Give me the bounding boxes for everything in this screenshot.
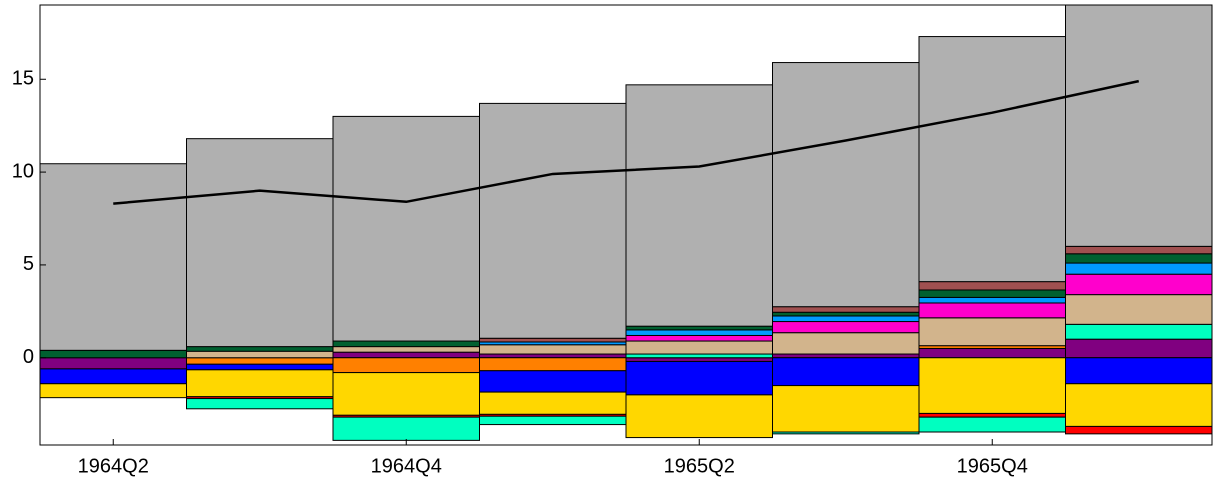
bar-segment xyxy=(772,431,920,435)
bar-segment xyxy=(918,412,1066,418)
bar-segment xyxy=(186,346,334,352)
y-tick-label: 0 xyxy=(23,346,34,368)
x-tick-label: 1965Q2 xyxy=(664,455,735,477)
bar-segment xyxy=(772,306,920,313)
bar-segment xyxy=(772,321,920,334)
bar-segment xyxy=(625,334,773,342)
x-tick-label: 1964Q2 xyxy=(78,455,149,477)
bar-segment xyxy=(1065,245,1213,255)
line xyxy=(113,79,1140,205)
bar-segment xyxy=(186,357,334,365)
bar-segment xyxy=(479,391,627,415)
bar-segment xyxy=(1065,357,1213,385)
bar-segment xyxy=(918,281,1066,291)
x-tick-label: 1964Q4 xyxy=(371,455,442,477)
bar-segment xyxy=(625,325,773,331)
bar-segment xyxy=(918,317,1066,347)
bar-segment xyxy=(479,337,627,343)
bar-segment xyxy=(918,289,1066,298)
bar-segment xyxy=(1065,383,1213,427)
bar-segment xyxy=(1065,338,1213,359)
bar-segment xyxy=(39,368,187,385)
bar-segment xyxy=(1065,294,1213,325)
y-tick-label: 15 xyxy=(12,68,34,90)
bar-segment xyxy=(39,357,187,370)
bar-segment xyxy=(479,370,627,393)
bar-segment xyxy=(625,340,773,355)
bar-segment xyxy=(772,385,920,433)
bar-segment xyxy=(332,416,480,441)
bar-segment xyxy=(918,296,1066,304)
bar-segment xyxy=(625,329,773,336)
bar-segment xyxy=(625,394,773,439)
bar-segment xyxy=(772,311,920,317)
bar-segment xyxy=(479,415,627,426)
bar-segment xyxy=(625,360,773,396)
bar-segment xyxy=(186,350,334,359)
bar-segment xyxy=(772,357,920,387)
bar-segment xyxy=(918,36,1066,283)
bar-segment xyxy=(479,353,627,359)
bar-segment xyxy=(1065,425,1213,435)
bar-segment xyxy=(39,163,187,351)
bar-segment xyxy=(918,357,1066,414)
bar-segment xyxy=(625,353,773,359)
bar-segment xyxy=(772,332,920,355)
bar-segment xyxy=(479,102,627,339)
bar-segment xyxy=(39,349,187,359)
bar-segment xyxy=(332,115,480,342)
bar-segment xyxy=(1065,323,1213,340)
bar-segment xyxy=(186,138,334,348)
bar-segment xyxy=(1065,273,1213,296)
bar-segment xyxy=(918,416,1066,433)
y-tick-label: 10 xyxy=(12,160,34,182)
bar-segment xyxy=(39,383,187,399)
bar-segment xyxy=(332,340,480,348)
plot-frame xyxy=(39,4,1213,446)
bar-segment xyxy=(1065,253,1213,264)
bar-segment xyxy=(1065,262,1213,275)
bar-segment xyxy=(772,353,920,359)
bar-segment xyxy=(918,302,1066,319)
bar-segment xyxy=(479,357,627,372)
bar-segment xyxy=(772,315,920,323)
bar-segment xyxy=(479,344,627,355)
bar-segment xyxy=(1065,4,1213,247)
bar-segment xyxy=(772,62,920,308)
bar-segment xyxy=(186,363,334,371)
bar-segment xyxy=(332,372,480,416)
x-tick-label: 1965Q4 xyxy=(957,455,1028,477)
bar-segment xyxy=(186,398,334,410)
bar-segment xyxy=(625,84,773,327)
bar-segment xyxy=(186,369,334,398)
bar-segment xyxy=(332,351,480,359)
bar-segment xyxy=(918,347,1066,359)
bar-segment xyxy=(332,357,480,374)
bar-segment xyxy=(332,346,480,353)
bar-segment xyxy=(625,357,773,362)
y-tick-label: 5 xyxy=(23,253,34,275)
